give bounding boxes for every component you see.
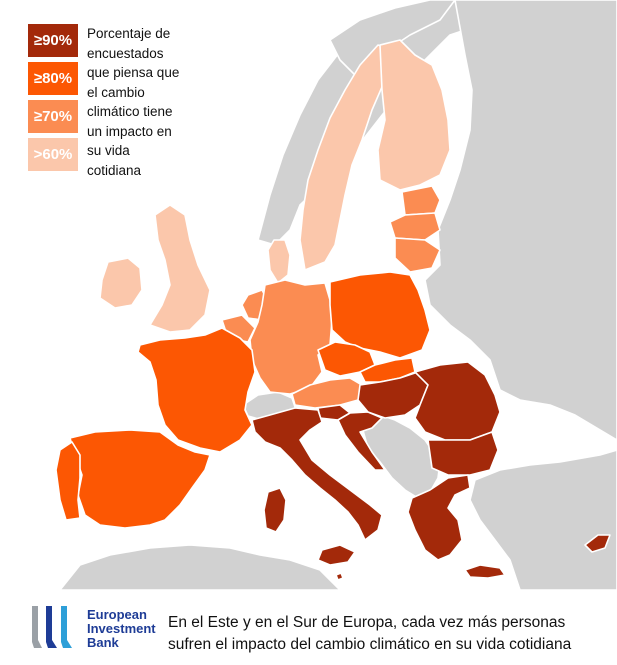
region-germany [249, 279, 333, 395]
region-denmark [267, 239, 291, 284]
legend-description-line: que piensa que [87, 65, 180, 80]
region-lithuania [394, 237, 441, 273]
land-norway-coast [329, 0, 456, 76]
eib-logo-line: Bank [87, 635, 119, 650]
region-crete [464, 564, 506, 579]
land-turkey [469, 449, 617, 590]
legend-description-line: el cambio [87, 84, 145, 100]
caption-line: sufren el impacto del cambio climático e… [168, 636, 572, 653]
region-ireland [99, 257, 143, 309]
region-finland [377, 39, 451, 191]
legend-description-line: climático tiene [87, 104, 173, 119]
legend-swatch-80: ≥80% [28, 62, 78, 95]
land-north-africa [59, 544, 341, 590]
legend-description-line: su vida [87, 143, 130, 158]
region-united-kingdom [149, 204, 211, 333]
eib-logo-line: Investment [87, 621, 156, 636]
region-cyprus [584, 534, 611, 553]
caption-line: En el Este y en el Sur de Europa, cada v… [168, 614, 566, 631]
region-poland [329, 271, 431, 359]
map-caption: En el Este y en el Sur de Europa, cada v… [168, 612, 571, 656]
eib-logo-bars [32, 606, 72, 648]
legend-description-line: Porcentaje de [87, 26, 171, 41]
eib-bar-blue [46, 606, 57, 648]
region-malta [335, 572, 344, 581]
legend-description-line: un impacto en [87, 123, 172, 139]
footer: European Investment Bank En el Este y en… [0, 590, 617, 665]
land-russia-east [424, 0, 617, 441]
region-greece [407, 474, 471, 561]
europe-choropleth-map [55, 0, 617, 590]
region-italy [251, 407, 383, 541]
legend-description-line: cotidiana [87, 162, 142, 178]
eib-bar-grey [32, 606, 42, 648]
legend-swatch-90: ≥90% [28, 24, 78, 57]
eib-bar-lightblue [61, 606, 72, 648]
region-france [137, 327, 256, 453]
region-estonia [401, 185, 441, 216]
region-bulgaria [427, 431, 499, 476]
region-croatia [337, 411, 386, 471]
legend-swatch-60: >60% [28, 138, 78, 171]
legend-swatch-70: ≥70% [28, 100, 78, 133]
region-sicily [317, 544, 356, 566]
region-portugal [55, 441, 81, 521]
region-sardinia [263, 487, 287, 533]
legend-description: Porcentaje de encuestados que piensa que… [87, 24, 212, 180]
legend-description-line: encuestados [87, 45, 164, 61]
eib-logo: European Investment Bank [30, 600, 180, 650]
eib-logo-line: European [87, 607, 147, 622]
eib-logo-text: European Investment Bank [87, 608, 156, 650]
